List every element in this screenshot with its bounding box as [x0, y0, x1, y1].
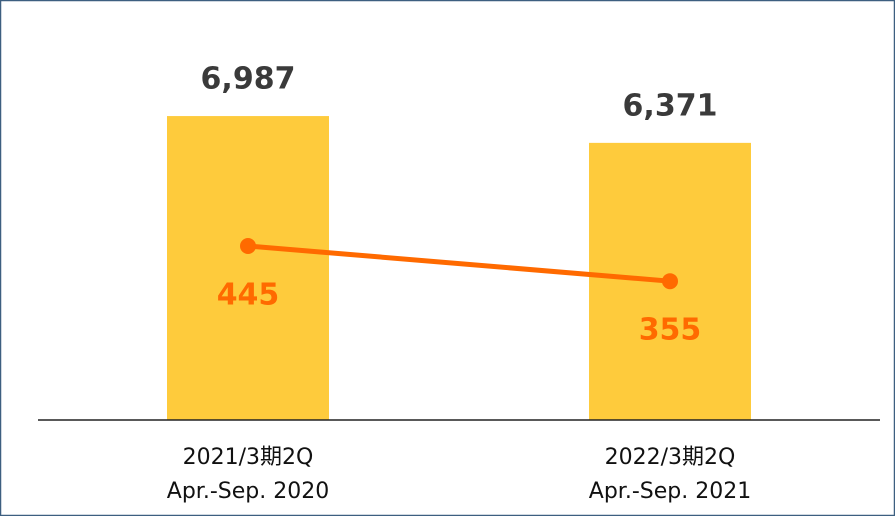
line-point — [240, 238, 256, 254]
line-value-label: 355 — [639, 313, 702, 348]
x-tick-label: 2021/3期2Q — [183, 445, 314, 470]
line — [247, 243, 671, 284]
x-tick-label: 2022/3期2Q — [605, 445, 736, 470]
bar — [167, 116, 329, 421]
bar-value-label: 6,987 — [201, 62, 296, 97]
line-value-label: 445 — [217, 278, 280, 313]
line-point — [662, 273, 678, 290]
x-tick-sublabel: Apr.-Sep. 2021 — [589, 479, 751, 504]
bar-value-label: 6,371 — [623, 88, 718, 123]
x-tick-sublabel: Apr.-Sep. 2020 — [167, 479, 329, 504]
